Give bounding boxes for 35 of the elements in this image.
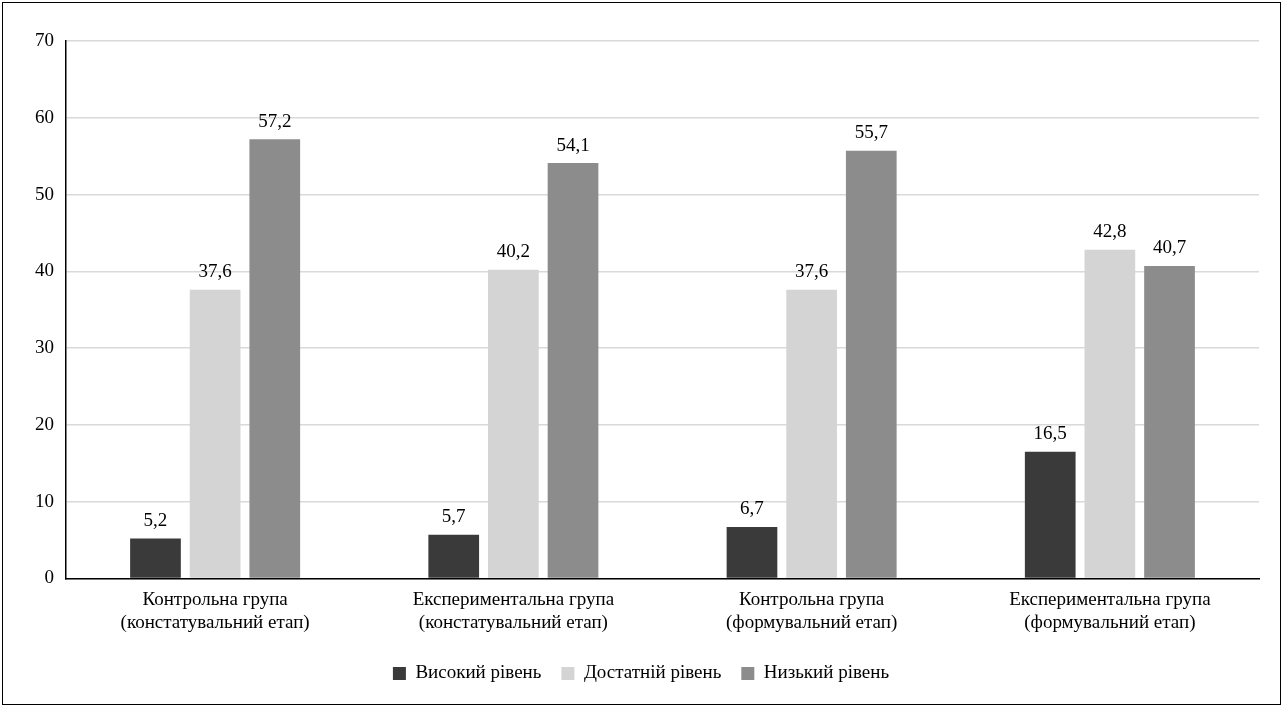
- x-tick-label: Експериментальна група (формувальний етап): [1009, 587, 1212, 633]
- data-label: 5,7: [441, 505, 466, 527]
- bar: [428, 534, 480, 578]
- bar: [249, 139, 301, 578]
- bar: [547, 163, 599, 578]
- x-tick-label: Контрольна група (формувальний етап): [726, 587, 898, 633]
- y-tick-label: 30: [35, 336, 54, 358]
- data-label: 54,1: [556, 133, 590, 155]
- bar: [1144, 265, 1195, 578]
- bar: [130, 538, 181, 578]
- bar: [1024, 451, 1076, 578]
- y-tick-label: 50: [35, 182, 54, 204]
- y-tick-label: 70: [35, 28, 54, 50]
- data-label: 37,6: [198, 260, 232, 282]
- data-label: 37,6: [795, 260, 829, 282]
- data-label: 42,8: [1093, 220, 1127, 242]
- y-tick-label: 40: [35, 259, 54, 281]
- legend-label: Високий рівень: [415, 661, 542, 683]
- data-label: 57,2: [258, 109, 292, 131]
- bar: [726, 526, 778, 578]
- legend-label: Низький рівень: [763, 661, 890, 683]
- y-tick-label: 60: [35, 105, 54, 127]
- x-tick-label: Контрольна група (констатувальний етап): [120, 587, 310, 633]
- y-tick-label: 10: [35, 489, 54, 511]
- data-label: 55,7: [854, 121, 888, 143]
- data-label: 6,7: [740, 497, 764, 519]
- bar: [845, 150, 897, 578]
- data-label: 40,7: [1152, 236, 1187, 258]
- y-tick-label: 20: [35, 412, 54, 434]
- data-label: 5,2: [143, 508, 168, 530]
- data-label: 16,5: [1033, 422, 1067, 444]
- data-label: 40,2: [496, 240, 530, 262]
- y-tick-label: 0: [44, 566, 54, 588]
- legend-label: Достатній рівень: [583, 661, 722, 683]
- x-tick-label: Експериментальна група (констатувальний етап): [412, 587, 615, 633]
